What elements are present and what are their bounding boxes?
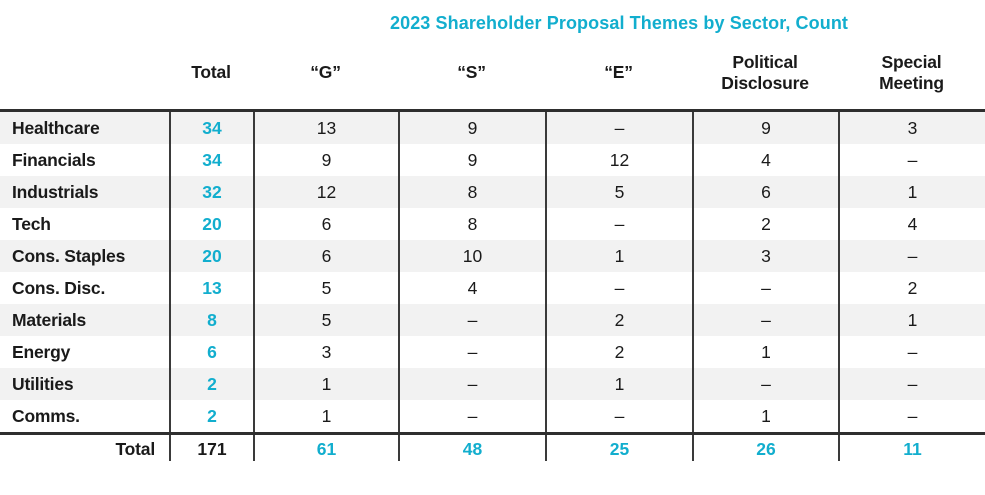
row-label: Financials	[12, 150, 96, 170]
row-value-cell: –	[692, 272, 838, 304]
row-value-cell: –	[398, 336, 545, 368]
row-value-cell: –	[545, 272, 692, 304]
footer-special-meeting-total-cell: 11	[838, 435, 985, 461]
row-value-cell: 6	[253, 208, 398, 240]
row-value-cell: 5	[253, 304, 398, 336]
row-total-cell: 13	[169, 272, 253, 304]
row-value-cell: 9	[253, 144, 398, 176]
row-label: Utilities	[12, 374, 74, 394]
header-cell-environmental: “E”	[604, 62, 633, 83]
table-row: Cons. Disc. 13 5 4– –2	[0, 272, 985, 304]
table-footer-row: Total 171 61 48 25 26 11	[0, 432, 985, 461]
row-value-cell: 1	[838, 304, 985, 336]
header-cell-political-disclosure: Political Disclosure	[721, 51, 809, 93]
row-value-cell: 4	[692, 144, 838, 176]
row-value-cell: 5	[545, 176, 692, 208]
row-value-cell: 8	[398, 208, 545, 240]
row-value-cell: –	[692, 368, 838, 400]
row-value-cell: –	[398, 400, 545, 432]
header-cell-total: Total	[191, 62, 231, 83]
table-row: Materials 8 5–2–1	[0, 304, 985, 336]
row-value-cell: –	[398, 368, 545, 400]
row-value-cell: 1	[253, 368, 398, 400]
table-row: Healthcare 34 13 9–9 3	[0, 112, 985, 144]
row-value-cell: –	[398, 304, 545, 336]
row-total-cell: 20	[169, 208, 253, 240]
row-label: Energy	[12, 342, 71, 362]
row-value-cell: 12	[253, 176, 398, 208]
row-value-cell: 1	[253, 400, 398, 432]
row-total-cell: 6	[169, 336, 253, 368]
row-value-cell: 6	[692, 176, 838, 208]
row-value-cell: –	[838, 240, 985, 272]
row-value-cell: 13	[253, 112, 398, 144]
row-value-cell: 6	[253, 240, 398, 272]
row-value-cell: –	[692, 304, 838, 336]
row-value-cell: –	[545, 112, 692, 144]
table-row: Tech 20 6 8–2 4	[0, 208, 985, 240]
row-value-cell: –	[838, 368, 985, 400]
table-row: Comms. 2 1– –1–	[0, 400, 985, 432]
table-row: Utilities 2 1–1– –	[0, 368, 985, 400]
row-total-cell: 34	[169, 112, 253, 144]
table-row: Industrials 32 12 8 5 6 1	[0, 176, 985, 208]
row-value-cell: 2	[692, 208, 838, 240]
row-total-cell: 34	[169, 144, 253, 176]
footer-social-total-cell: 48	[398, 435, 545, 461]
footer-political-disclosure-total-cell: 26	[692, 435, 838, 461]
row-label: Tech	[12, 214, 51, 234]
header-cell-governance: “G”	[310, 62, 341, 83]
row-value-cell: 2	[838, 272, 985, 304]
row-value-cell: 8	[398, 176, 545, 208]
shareholder-proposal-table-figure: 2023 Shareholder Proposal Themes by Sect…	[0, 13, 985, 461]
row-label: Cons. Disc.	[12, 278, 106, 298]
header-cell-social: “S”	[457, 62, 486, 83]
row-value-cell: 10	[398, 240, 545, 272]
row-value-cell: 9	[692, 112, 838, 144]
row-label: Industrials	[12, 182, 99, 202]
row-total-cell: 32	[169, 176, 253, 208]
table-row: Cons. Staples 20 6 10 1 3–	[0, 240, 985, 272]
row-label: Comms.	[12, 406, 80, 426]
row-value-cell: 1	[545, 368, 692, 400]
row-value-cell: 12	[545, 144, 692, 176]
footer-governance-total-cell: 61	[253, 435, 398, 461]
footer-total-label: Total	[115, 439, 155, 459]
row-total-cell: 2	[169, 400, 253, 432]
row-value-cell: –	[838, 144, 985, 176]
row-value-cell: –	[838, 336, 985, 368]
table-body: Healthcare 34 13 9–9 3 Financials 34 9 9 12 4– …	[0, 109, 985, 432]
row-value-cell: 4	[398, 272, 545, 304]
row-value-cell: 1	[692, 336, 838, 368]
row-value-cell: 2	[545, 304, 692, 336]
row-value-cell: 1	[838, 176, 985, 208]
row-total-cell: 8	[169, 304, 253, 336]
row-value-cell: 3	[253, 336, 398, 368]
table-row: Financials 34 9 9 12 4–	[0, 144, 985, 176]
row-value-cell: 1	[692, 400, 838, 432]
row-value-cell: –	[545, 208, 692, 240]
table-header-row: Total “G” “S” “E” Political Disclosure S…	[0, 36, 985, 109]
row-total-cell: 2	[169, 368, 253, 400]
row-total-cell: 20	[169, 240, 253, 272]
chart-title: 2023 Shareholder Proposal Themes by Sect…	[389, 13, 849, 33]
row-value-cell: 9	[398, 144, 545, 176]
row-label: Materials	[12, 310, 87, 330]
footer-grand-total-cell: 171	[169, 435, 253, 461]
row-value-cell: 5	[253, 272, 398, 304]
table-row: Energy 6 3–2 1–	[0, 336, 985, 368]
row-value-cell: 1	[545, 240, 692, 272]
row-value-cell: 4	[838, 208, 985, 240]
row-value-cell: 3	[692, 240, 838, 272]
row-value-cell: –	[838, 400, 985, 432]
row-value-cell: 3	[838, 112, 985, 144]
row-label: Cons. Staples	[12, 246, 126, 266]
header-cell-special-meeting: Special Meeting	[879, 51, 944, 93]
footer-environmental-total-cell: 25	[545, 435, 692, 461]
row-value-cell: –	[545, 400, 692, 432]
row-label: Healthcare	[12, 118, 100, 138]
row-value-cell: 9	[398, 112, 545, 144]
row-value-cell: 2	[545, 336, 692, 368]
